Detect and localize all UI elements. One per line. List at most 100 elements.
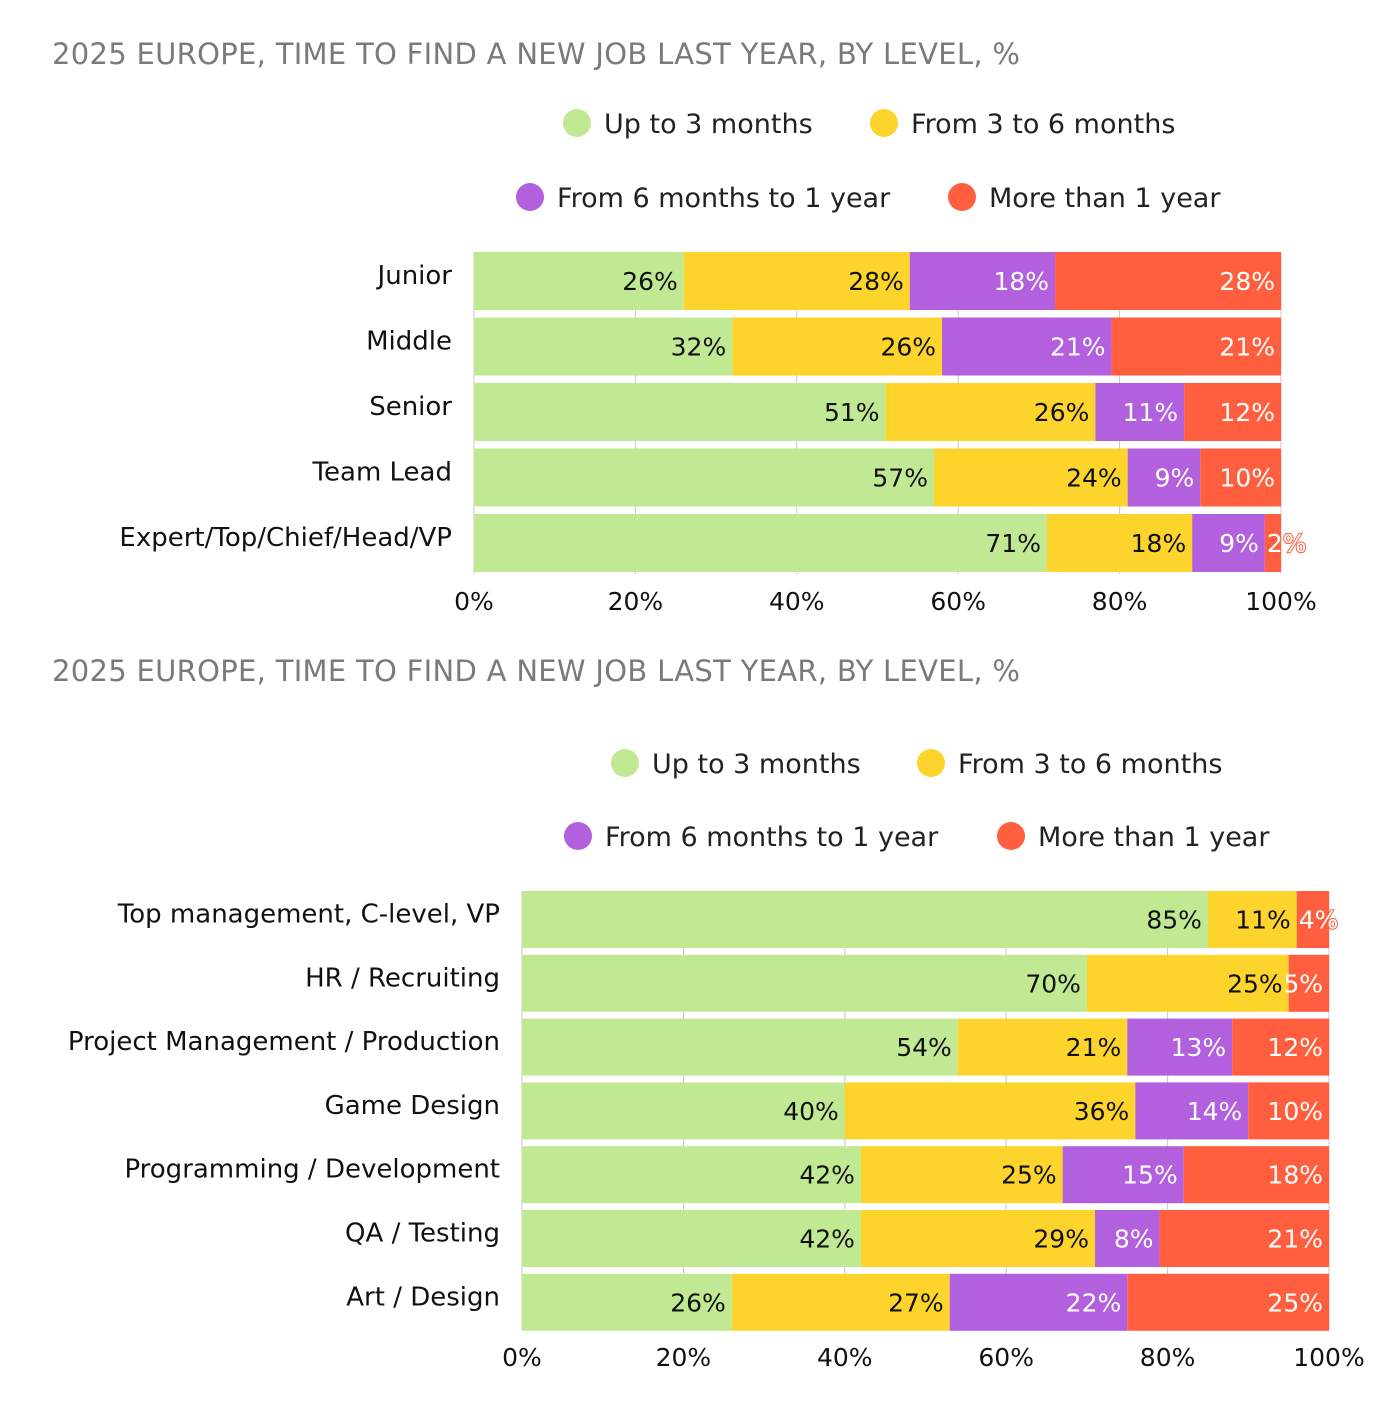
data-label: 25% [1267,1288,1323,1317]
legend-swatch-icon [564,822,592,850]
bar-segment [909,252,1056,310]
bar-segment [522,1210,861,1267]
data-label: 14% [1187,1097,1243,1126]
data-label: 22% [1066,1288,1122,1317]
bar-segment [933,448,1128,507]
category-label: Programming / Development [124,1155,500,1185]
legend-swatch-icon [870,109,898,137]
category-label: Top management, C-level, VP [117,900,500,930]
x-tick-label: 60% [978,1343,1034,1372]
data-label: 10% [1267,1097,1323,1126]
data-label: 42% [799,1161,855,1190]
x-tick-label: 0% [454,587,494,616]
bar-segment [1192,514,1265,572]
x-tick-label: 20% [608,587,664,616]
bar-segment [1288,954,1329,1012]
data-label: 28% [1219,267,1275,296]
data-label: 26% [1034,398,1090,427]
data-label: 11% [1235,906,1291,935]
x-tick-label: 40% [817,1343,873,1372]
legend-label: From 6 months to 1 year [605,822,939,853]
bar-segment [731,1273,950,1331]
chart-2-bars: 85% 11% 4%70% 25% 5%54% 21% 13% 12%40% 36% 14% 10%… [522,891,1339,1331]
bar-segment [885,383,1096,441]
bar-segment [1127,1273,1329,1331]
bar-segment [1095,383,1185,441]
chart-2-category-labels: Top management, C-level, VP HR / Recruiti… [68,900,500,1313]
legend-label: From 3 to 6 months [958,749,1222,780]
bar-segment [1200,448,1281,507]
x-tick-label: 0% [502,1343,542,1372]
bar-segment [1127,448,1201,507]
bar-segment [1232,1018,1329,1076]
bar-segment [522,1146,861,1204]
bar-segment [844,1082,1136,1140]
legend-label: Up to 3 months [652,749,861,780]
bar-segment [732,317,943,376]
bar-segment [1248,1082,1329,1140]
x-tick-label: 60% [930,587,986,616]
data-label: 70% [1025,969,1081,998]
data-label: 32% [671,333,727,362]
data-label: 21% [1267,1225,1323,1254]
data-label: 12% [1267,1033,1323,1062]
data-label: 25% [1001,1161,1057,1190]
x-tick-label: 80% [1092,587,1148,616]
chart-2-x-axis-ticks: 0% 20% 40% 60% 80% 100% [502,1343,1365,1372]
bar-segment [1183,1146,1329,1204]
bar-segment [474,514,1047,572]
x-tick-label: 80% [1140,1343,1196,1372]
bar-segment [1159,1210,1329,1267]
category-label: Senior [369,392,452,422]
bar-segment [942,317,1112,376]
data-label: 85% [1146,906,1202,935]
bar-segment [1086,954,1289,1012]
bar-segment [1264,514,1281,572]
category-label: HR / Recruiting [305,963,500,993]
bar-segment [474,317,733,376]
bar-segment [522,1273,732,1331]
chart-2-legend: Up to 3 months From 3 to 6 months From 6 m… [564,749,1270,853]
bar-segment [522,1018,958,1076]
bar-segment [683,252,910,310]
bar-segment [474,383,886,441]
bar-segment [1207,891,1297,948]
legend-label: Up to 3 months [604,109,813,140]
bar-segment [1127,1018,1233,1076]
data-label: 25% [1227,969,1283,998]
category-label: Team Lead [312,458,452,488]
bar-segment [949,1273,1128,1331]
chart-1-title: 2025 EUROPE, TIME TO FIND A NEW JOB LAST… [52,37,1020,71]
data-label: 40% [783,1097,839,1126]
bar-segment [1055,252,1281,310]
data-label: 26% [880,333,936,362]
data-label: 5% [1283,969,1323,998]
data-label: 8% [1114,1225,1154,1254]
legend-label: From 6 months to 1 year [557,183,891,214]
data-label: 28% [848,267,904,296]
data-label: 18% [993,267,1049,296]
bar-segment [1094,1210,1160,1267]
bar-segment [474,252,684,310]
x-tick-label: 100% [1245,587,1316,616]
bar-segment [1111,317,1281,376]
data-label: 15% [1122,1161,1178,1190]
category-label: Game Design [325,1091,500,1121]
bar-segment [957,1018,1128,1076]
category-label: Junior [376,261,453,291]
data-label: 12% [1219,398,1275,427]
legend-swatch-icon [563,109,591,137]
legend-swatch-icon [917,749,945,777]
category-label: Project Management / Production [68,1027,500,1057]
category-label: Expert/Top/Chief/Head/VP [119,523,452,553]
bar-segment [474,448,934,507]
data-label: 57% [872,464,928,493]
category-label: QA / Testing [345,1219,500,1249]
chart-1-x-axis-ticks: 0% 20% 40% 60% 80% 100% [454,587,1317,616]
category-label: Middle [366,327,452,357]
data-label: 11% [1123,398,1179,427]
bar-segment [860,1146,1063,1204]
bar-segment [1046,514,1193,572]
bar-segment [522,891,1208,948]
data-label: 29% [1033,1225,1089,1254]
